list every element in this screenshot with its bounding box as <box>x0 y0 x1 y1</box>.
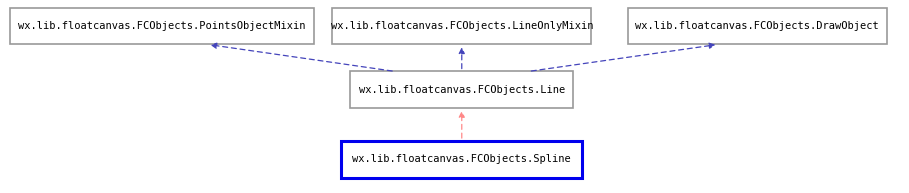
FancyBboxPatch shape <box>627 8 887 44</box>
Text: wx.lib.floatcanvas.FCObjects.Line: wx.lib.floatcanvas.FCObjects.Line <box>359 85 564 95</box>
FancyBboxPatch shape <box>333 8 592 44</box>
Text: wx.lib.floatcanvas.FCObjects.LineOnlyMixin: wx.lib.floatcanvas.FCObjects.LineOnlyMix… <box>331 21 593 31</box>
FancyBboxPatch shape <box>342 141 582 178</box>
Text: wx.lib.floatcanvas.FCObjects.Spline: wx.lib.floatcanvas.FCObjects.Spline <box>353 154 571 164</box>
Text: wx.lib.floatcanvas.FCObjects.DrawObject: wx.lib.floatcanvas.FCObjects.DrawObject <box>635 21 879 31</box>
FancyBboxPatch shape <box>351 71 573 108</box>
FancyBboxPatch shape <box>9 8 315 44</box>
Text: wx.lib.floatcanvas.FCObjects.PointsObjectMixin: wx.lib.floatcanvas.FCObjects.PointsObjec… <box>18 21 305 31</box>
